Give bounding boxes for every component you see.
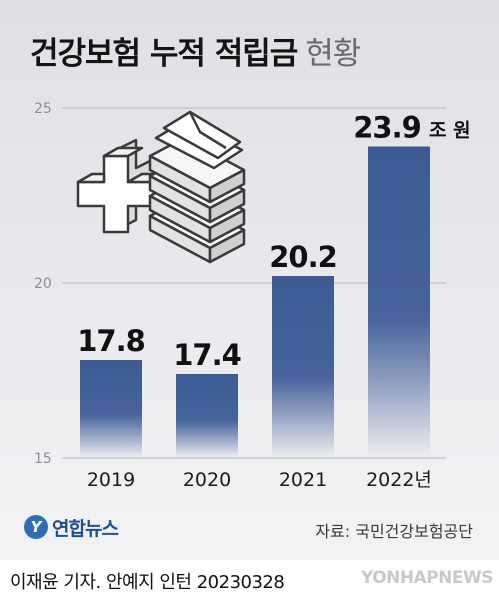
yonhap-logo-text: 연합뉴스 [52, 517, 119, 540]
x-tick-label-2020: 2020 [183, 469, 231, 491]
agency-watermark: YONHAPNEWS [360, 568, 494, 588]
source-note: 자료: 국민건강보험공단 [315, 522, 473, 541]
y-tick-label-15: 15 [34, 451, 52, 467]
value-label-2022년: 23.9 [353, 111, 421, 145]
unit-label: 조 원 [429, 120, 471, 142]
bar-2021 [272, 276, 334, 458]
y-tick-label-20: 20 [34, 276, 52, 292]
chart-title: 건강보험 누적 적립금 현황 [30, 28, 361, 73]
x-tick-label-2022년: 2022년 [366, 469, 432, 491]
yonhap-logo: Y 연합뉴스 [24, 513, 119, 541]
title-main: 건강보험 누적 적립금 [30, 36, 298, 72]
y-axis-tick-labels: 15 20 25 [34, 101, 52, 467]
bar-chart: 15 20 25 [34, 101, 471, 491]
title-sub: 현황 [305, 36, 361, 72]
yonhap-logo-icon: Y [24, 515, 48, 539]
x-tick-label-2019: 2019 [87, 469, 135, 491]
chart-panel: 건강보험 누적 적립금 현황 15 20 25 [0, 0, 499, 560]
medical-cross-and-money-stack-icon [76, 110, 246, 264]
bar-2020 [176, 374, 238, 458]
x-axis-tick-labels: 2019 2020 2021 2022년 [87, 469, 432, 491]
y-tick-label-25: 25 [34, 101, 52, 117]
value-label-2019: 17.8 [77, 324, 145, 358]
bar-2022년 [368, 146, 430, 458]
value-label-2021: 20.2 [269, 240, 337, 274]
bar-2019 [80, 360, 142, 458]
x-tick-label-2021: 2021 [279, 469, 327, 491]
bar-value-labels: 17.8 17.4 20.2 23.9 조 원 [77, 111, 470, 373]
author-credit: 이재윤 기자. 안예지 인턴 20230328 [10, 572, 285, 593]
bars [80, 146, 430, 458]
value-label-2020: 17.4 [173, 338, 241, 372]
